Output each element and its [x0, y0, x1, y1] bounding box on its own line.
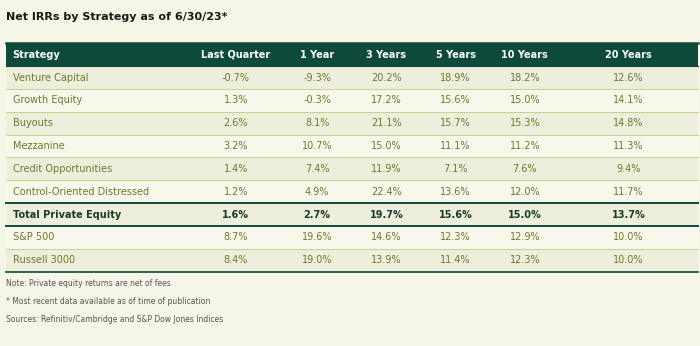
- Text: 13.6%: 13.6%: [440, 187, 471, 197]
- Text: 3.2%: 3.2%: [223, 141, 248, 151]
- Text: 12.6%: 12.6%: [613, 73, 644, 82]
- Text: 15.3%: 15.3%: [510, 118, 540, 128]
- Text: 20.2%: 20.2%: [371, 73, 402, 82]
- Text: 20 Years: 20 Years: [606, 50, 652, 60]
- Bar: [6, 203, 698, 226]
- Text: 2.7%: 2.7%: [304, 210, 330, 219]
- Text: Venture Capital: Venture Capital: [13, 73, 88, 82]
- Text: 15.7%: 15.7%: [440, 118, 471, 128]
- Text: Mezzanine: Mezzanine: [13, 141, 64, 151]
- Text: * Most recent data available as of time of publication: * Most recent data available as of time …: [6, 297, 210, 306]
- Text: 10 Years: 10 Years: [501, 50, 548, 60]
- Text: 21.1%: 21.1%: [371, 118, 402, 128]
- Text: 17.2%: 17.2%: [371, 95, 402, 105]
- Text: 15.0%: 15.0%: [508, 210, 542, 219]
- Text: 19.6%: 19.6%: [302, 233, 332, 242]
- Text: -0.7%: -0.7%: [222, 73, 250, 82]
- Text: 22.4%: 22.4%: [371, 187, 402, 197]
- Text: 19.0%: 19.0%: [302, 255, 332, 265]
- Text: Strategy: Strategy: [13, 50, 60, 60]
- Text: -0.3%: -0.3%: [303, 95, 331, 105]
- Text: Russell 3000: Russell 3000: [13, 255, 75, 265]
- Text: 8.4%: 8.4%: [223, 255, 248, 265]
- Text: Growth Equity: Growth Equity: [13, 95, 82, 105]
- Text: 11.3%: 11.3%: [613, 141, 644, 151]
- Text: 10.0%: 10.0%: [613, 233, 644, 242]
- Text: 13.9%: 13.9%: [371, 255, 402, 265]
- Text: 15.6%: 15.6%: [439, 210, 472, 219]
- Text: 11.1%: 11.1%: [440, 141, 471, 151]
- Text: 7.4%: 7.4%: [305, 164, 330, 174]
- Bar: [6, 180, 698, 203]
- Text: 5 Years: 5 Years: [435, 50, 475, 60]
- Bar: [6, 43, 698, 66]
- Text: 11.7%: 11.7%: [613, 187, 644, 197]
- Text: 14.1%: 14.1%: [613, 95, 644, 105]
- Text: 10.0%: 10.0%: [613, 255, 644, 265]
- Text: 15.6%: 15.6%: [440, 95, 471, 105]
- Bar: [6, 66, 698, 89]
- Text: 15.0%: 15.0%: [371, 141, 402, 151]
- Text: 11.9%: 11.9%: [371, 164, 402, 174]
- Text: 14.8%: 14.8%: [613, 118, 644, 128]
- Text: 11.2%: 11.2%: [510, 141, 540, 151]
- Text: Total Private Equity: Total Private Equity: [13, 210, 121, 219]
- Text: 7.6%: 7.6%: [512, 164, 537, 174]
- Bar: [6, 112, 698, 135]
- Bar: [6, 226, 698, 249]
- Text: 15.0%: 15.0%: [510, 95, 540, 105]
- Text: 4.9%: 4.9%: [305, 187, 329, 197]
- Text: 18.9%: 18.9%: [440, 73, 471, 82]
- Text: -9.3%: -9.3%: [303, 73, 331, 82]
- Text: 9.4%: 9.4%: [617, 164, 641, 174]
- Bar: [6, 249, 698, 272]
- Bar: [6, 135, 698, 157]
- Text: 3 Years: 3 Years: [366, 50, 407, 60]
- Text: 1.4%: 1.4%: [223, 164, 248, 174]
- Text: Note: Private equity returns are net of fees: Note: Private equity returns are net of …: [6, 279, 170, 288]
- Text: 1.2%: 1.2%: [223, 187, 248, 197]
- Text: 1.6%: 1.6%: [223, 210, 249, 219]
- Text: Buyouts: Buyouts: [13, 118, 52, 128]
- Text: Credit Opportunities: Credit Opportunities: [13, 164, 112, 174]
- Text: 19.7%: 19.7%: [370, 210, 403, 219]
- Bar: [6, 89, 698, 112]
- Text: S&P 500: S&P 500: [13, 233, 54, 242]
- Text: 12.3%: 12.3%: [440, 233, 471, 242]
- Text: 10.7%: 10.7%: [302, 141, 332, 151]
- Text: Last Quarter: Last Quarter: [201, 50, 270, 60]
- Text: Sources: Refinitiv/Cambridge and S&P Dow Jones Indices: Sources: Refinitiv/Cambridge and S&P Dow…: [6, 315, 223, 324]
- Text: 1 Year: 1 Year: [300, 50, 335, 60]
- Text: 14.6%: 14.6%: [371, 233, 402, 242]
- Text: 12.9%: 12.9%: [510, 233, 540, 242]
- Text: 2.6%: 2.6%: [223, 118, 248, 128]
- Text: 8.7%: 8.7%: [223, 233, 248, 242]
- Bar: [6, 157, 698, 180]
- Text: 12.0%: 12.0%: [510, 187, 540, 197]
- Text: 13.7%: 13.7%: [612, 210, 645, 219]
- Text: Control-Oriented Distressed: Control-Oriented Distressed: [13, 187, 148, 197]
- Text: 8.1%: 8.1%: [305, 118, 329, 128]
- Text: 11.4%: 11.4%: [440, 255, 471, 265]
- Text: 7.1%: 7.1%: [443, 164, 468, 174]
- Text: 1.3%: 1.3%: [223, 95, 248, 105]
- Text: Net IRRs by Strategy as of 6/30/23*: Net IRRs by Strategy as of 6/30/23*: [6, 12, 227, 22]
- Text: 12.3%: 12.3%: [510, 255, 540, 265]
- Text: 18.2%: 18.2%: [510, 73, 540, 82]
